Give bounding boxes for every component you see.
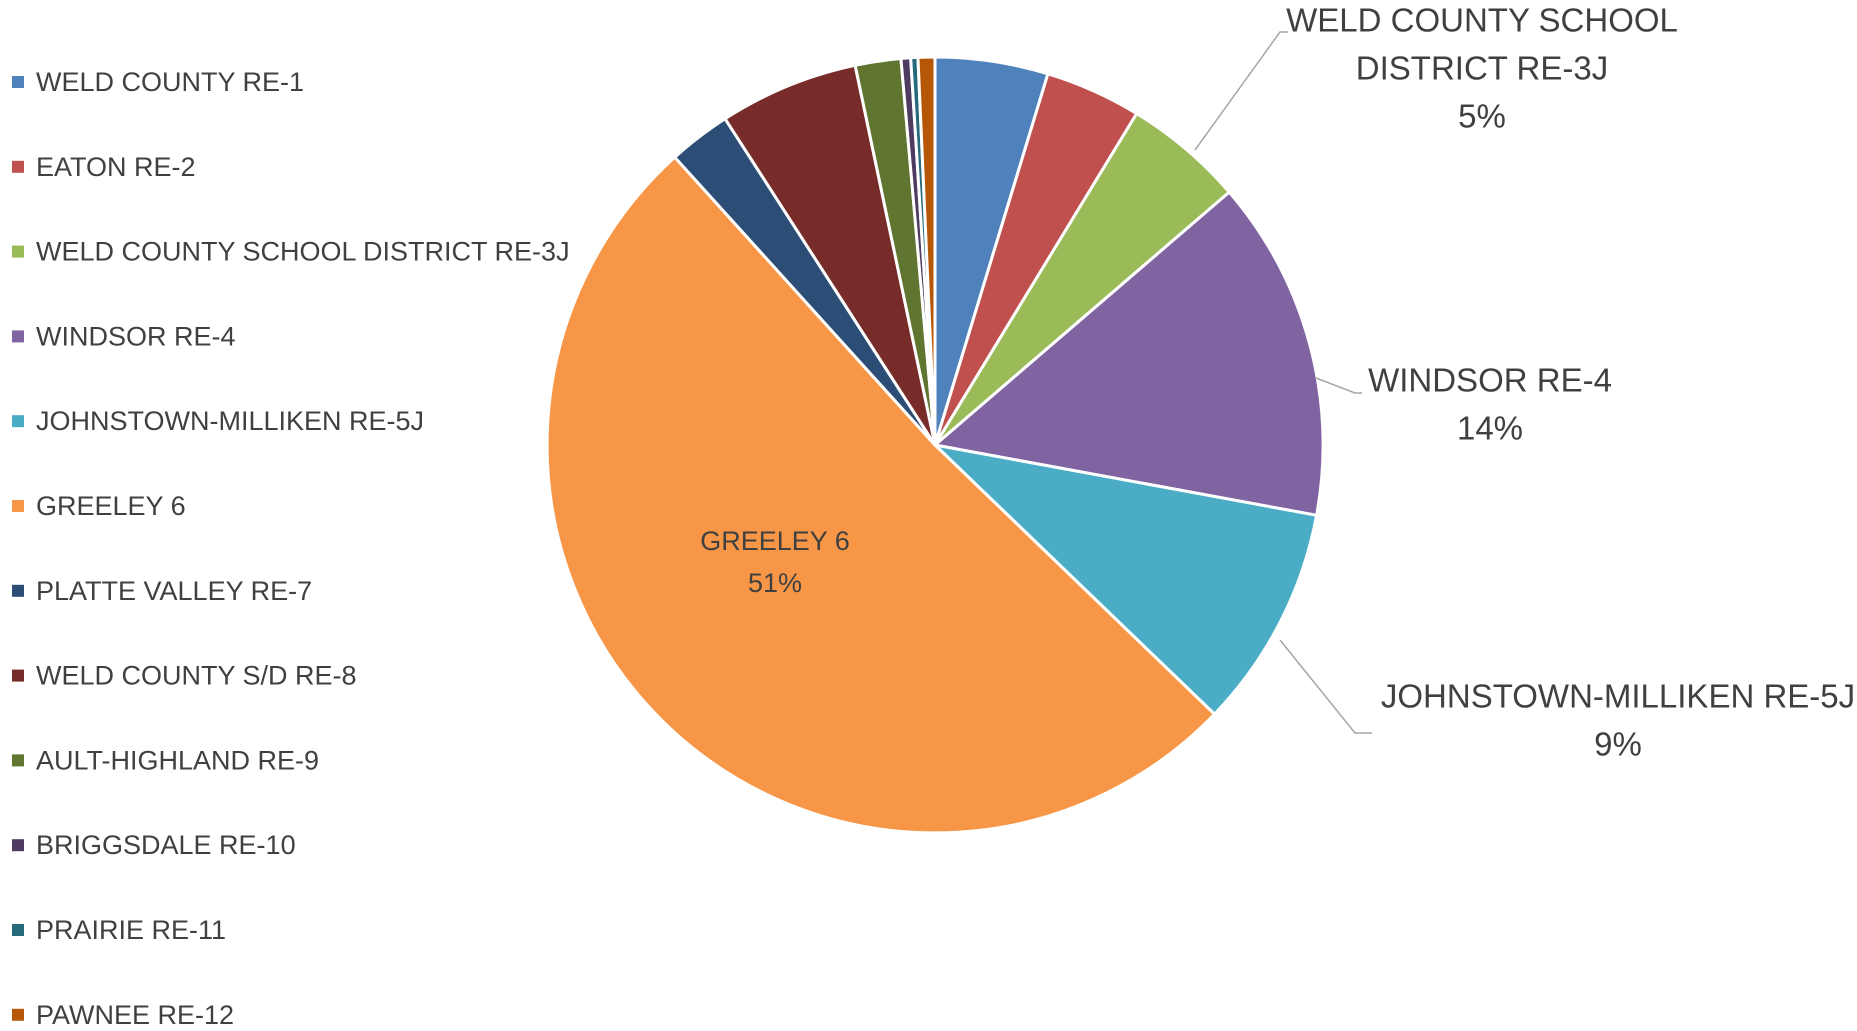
data-label-name: JOHNSTOWN-MILLIKEN RE-5J — [1381, 678, 1855, 715]
data-label-percent: 14% — [1457, 410, 1523, 447]
legend-swatch — [12, 585, 24, 597]
legend-swatch — [12, 500, 24, 512]
data-label-name: DISTRICT RE-3J — [1356, 50, 1608, 87]
legend-item-platte-valley-re-7: PLATTE VALLEY RE-7 — [12, 576, 312, 606]
legend-item-briggsdale-re-10: BRIGGSDALE RE-10 — [12, 830, 296, 860]
legend-swatch — [12, 161, 24, 173]
legend-item-greeley-6: GREELEY 6 — [12, 491, 186, 521]
data-label-percent: 5% — [1458, 98, 1506, 135]
data-label-johnstown-milliken-re-5j: JOHNSTOWN-MILLIKEN RE-5J 9% — [1381, 678, 1855, 763]
data-label-name: WINDSOR RE-4 — [1368, 362, 1612, 399]
legend-label: PLATTE VALLEY RE-7 — [36, 576, 312, 606]
data-label-windsor-re-4: WINDSOR RE-4 14% — [1368, 362, 1612, 447]
data-label-percent: 51% — [748, 568, 802, 598]
legend-label: EATON RE-2 — [36, 152, 196, 182]
leader-line-johnstown-milliken-re-5j — [1280, 640, 1372, 733]
legend-item-weld-county-re-1: WELD COUNTY RE-1 — [12, 67, 304, 97]
legend-swatch — [12, 76, 24, 88]
legend-label: JOHNSTOWN-MILLIKEN RE-5J — [36, 406, 424, 436]
legend-item-eaton-re-2: EATON RE-2 — [12, 152, 196, 182]
data-label-name: GREELEY 6 — [700, 526, 850, 556]
data-label-percent: 9% — [1594, 726, 1642, 763]
data-label-name: WELD COUNTY SCHOOL — [1286, 2, 1678, 39]
legend-swatch — [12, 415, 24, 427]
legend-label: WELD COUNTY S/D RE-8 — [36, 661, 357, 691]
legend-item-windsor-re-4: WINDSOR RE-4 — [12, 321, 236, 351]
legend-item-ault-highland-re-9: AULT-HIGHLAND RE-9 — [12, 745, 319, 775]
legend-swatch — [12, 670, 24, 682]
pie-slices — [547, 57, 1323, 833]
leader-line-windsor-re-4 — [1316, 378, 1362, 393]
legend-swatch — [12, 839, 24, 851]
legend-swatch — [12, 924, 24, 936]
legend-item-johnstown-milliken-re-5j: JOHNSTOWN-MILLIKEN RE-5J — [12, 406, 424, 436]
legend-label: PAWNEE RE-12 — [36, 1000, 234, 1026]
legend-swatch — [12, 754, 24, 766]
legend-item-weld-county-school-district-re-3j: WELD COUNTY SCHOOL DISTRICT RE-3J — [12, 237, 570, 267]
legend-label: AULT-HIGHLAND RE-9 — [36, 745, 319, 775]
legend-swatch — [12, 330, 24, 342]
legend-item-pawnee-re-12: PAWNEE RE-12 — [12, 1000, 234, 1026]
legend: WELD COUNTY RE-1 EATON RE-2 WELD COUNTY SC… — [12, 67, 570, 1026]
legend-item-weld-county-s-d-re-8: WELD COUNTY S/D RE-8 — [12, 661, 357, 691]
data-label-weld-county-school-district-re-3j: WELD COUNTY SCHOOL DISTRICT RE-3J 5% — [1286, 2, 1678, 135]
legend-item-prairie-re-11: PRAIRIE RE-11 — [12, 915, 226, 945]
legend-label: WELD COUNTY SCHOOL DISTRICT RE-3J — [36, 237, 570, 267]
legend-label: BRIGGSDALE RE-10 — [36, 830, 296, 860]
legend-label: PRAIRIE RE-11 — [36, 915, 226, 945]
legend-swatch — [12, 1009, 24, 1021]
legend-label: WINDSOR RE-4 — [36, 321, 236, 351]
legend-swatch — [12, 246, 24, 258]
leader-line-weld-county-school-district-re-3j — [1195, 32, 1288, 150]
legend-label: WELD COUNTY RE-1 — [36, 67, 304, 97]
legend-label: GREELEY 6 — [36, 491, 186, 521]
